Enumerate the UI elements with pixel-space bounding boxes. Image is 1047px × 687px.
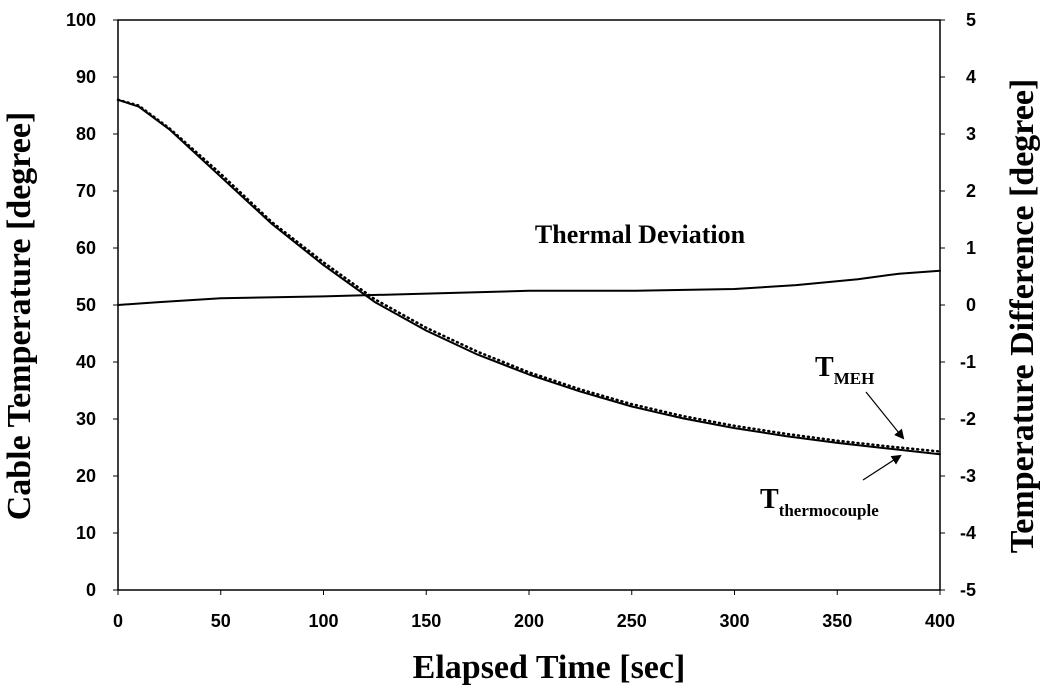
series-line-0 xyxy=(116,98,942,453)
series-line-1 xyxy=(117,98,941,456)
series-line-2 xyxy=(117,269,941,306)
x-tick-label: 300 xyxy=(719,611,749,631)
tthermocouple-label-sub: thermocouple xyxy=(779,501,880,520)
left-y-tick-label: 50 xyxy=(76,295,96,315)
x-axis-ticks: 0 50 100 150 200 250 300 350 400 xyxy=(113,590,955,631)
left-y-tick-label: 90 xyxy=(76,67,96,87)
tthermocouple-arrow xyxy=(862,454,902,481)
right-y-axis-ticks: -5 -4 -3 -2 -1 0 1 2 3 4 5 xyxy=(940,10,976,600)
tmeh-label-sub: MEH xyxy=(834,369,875,388)
right-y-tick-label: -5 xyxy=(960,580,976,600)
left-y-tick-label: 100 xyxy=(66,10,96,30)
left-y-tick-label: 80 xyxy=(76,124,96,144)
x-tick-label: 50 xyxy=(211,611,231,631)
x-tick-label: 250 xyxy=(617,611,647,631)
right-y-tick-label: -4 xyxy=(960,523,976,543)
left-y-tick-label: 70 xyxy=(76,181,96,201)
tthermocouple-label-main: T xyxy=(760,484,779,515)
tmeh-label-main: T xyxy=(815,352,834,383)
right-y-tick-label: 5 xyxy=(966,10,976,30)
x-tick-label: 0 xyxy=(113,611,123,631)
x-axis-title: Elapsed Time [sec] xyxy=(413,649,686,686)
right-y-axis-title: Temperature Difference [degree] xyxy=(1004,79,1041,554)
tmeh-label: TMEH xyxy=(815,352,874,388)
x-tick-label: 200 xyxy=(514,611,544,631)
tthermocouple-label: Tthermocouple xyxy=(760,484,879,520)
left-y-tick-label: 30 xyxy=(76,409,96,429)
x-tick-label: 100 xyxy=(308,611,338,631)
tmeh-arrow xyxy=(865,391,905,440)
right-y-tick-label: 3 xyxy=(966,124,976,144)
x-tick-label: 350 xyxy=(822,611,852,631)
right-y-tick-label: -3 xyxy=(960,466,976,486)
thermal-deviation-label: Thermal Deviation xyxy=(535,220,746,249)
right-y-tick-label: 4 xyxy=(966,67,976,87)
right-y-tick-label: 0 xyxy=(966,295,976,315)
right-y-tick-label: -2 xyxy=(960,409,976,429)
left-y-axis-ticks: 0 10 20 30 40 50 60 70 80 90 100 xyxy=(66,10,118,600)
series-layer xyxy=(116,98,942,456)
x-tick-label: 400 xyxy=(925,611,955,631)
left-y-tick-label: 20 xyxy=(76,466,96,486)
right-y-tick-label: -1 xyxy=(960,352,976,372)
left-y-tick-label: 40 xyxy=(76,352,96,372)
right-y-tick-label: 2 xyxy=(966,181,976,201)
left-y-tick-label: 0 xyxy=(86,580,96,600)
left-y-axis-title: Cable Temperature [degree] xyxy=(1,112,38,521)
right-y-tick-label: 1 xyxy=(966,238,976,258)
left-y-tick-label: 10 xyxy=(76,523,96,543)
left-y-tick-label: 60 xyxy=(76,238,96,258)
x-tick-label: 150 xyxy=(411,611,441,631)
